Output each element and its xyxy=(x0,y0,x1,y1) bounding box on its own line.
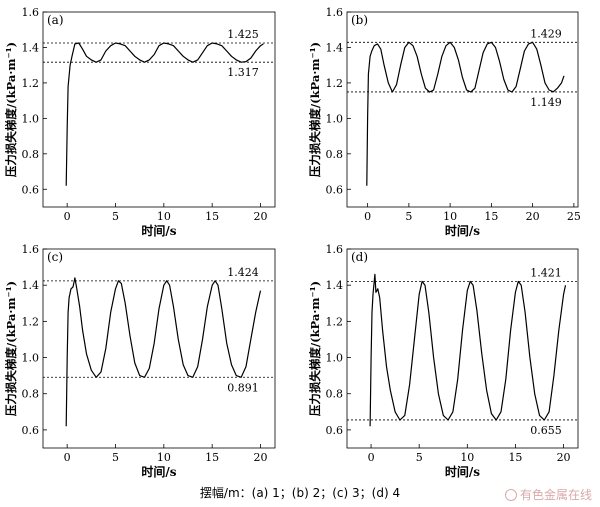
x-tick-label: 10 xyxy=(443,210,457,223)
reference-line-label: 1.425 xyxy=(227,28,259,41)
series-line xyxy=(369,273,567,427)
plot-frame xyxy=(346,11,579,208)
y-tick-label: 1.2 xyxy=(22,77,40,90)
x-axis-label: 时间/s xyxy=(141,464,176,479)
y-tick-label: 1.6 xyxy=(22,6,40,19)
y-tick-label: 1.6 xyxy=(22,243,40,256)
y-tick-label: 0.8 xyxy=(22,388,40,401)
y-tick-label: 1.0 xyxy=(326,352,344,365)
y-tick-label: 1.0 xyxy=(22,352,40,365)
plot-frame xyxy=(42,248,276,449)
reference-line-label: 1.424 xyxy=(227,266,259,279)
x-tick-label: 25 xyxy=(567,210,581,223)
reference-line-label: 0.655 xyxy=(530,424,562,437)
x-tick-label: 15 xyxy=(508,451,522,464)
x-tick-label: 0 xyxy=(364,210,371,223)
reference-line-label: 0.891 xyxy=(227,381,259,394)
watermark-logo-icon xyxy=(504,489,517,501)
y-axis-label: 压力损失梯度/(kPa·m⁻¹) xyxy=(4,281,18,416)
x-tick-label: 15 xyxy=(484,210,498,223)
x-tick-label: 20 xyxy=(254,210,268,223)
y-tick-label: 0.8 xyxy=(326,148,344,161)
y-tick-label: 0.8 xyxy=(326,388,344,401)
panel-label: (d) xyxy=(351,250,368,264)
x-tick-label: 0 xyxy=(64,451,71,464)
x-tick-label: 5 xyxy=(405,210,412,223)
x-tick-label: 0 xyxy=(368,451,375,464)
y-tick-label: 1.4 xyxy=(326,279,344,292)
chart-panel-c: 0 5 10 15 20 0.6 0.8 1.0 1.2 1.4 1.6 时间/s 压力损失梯度/(kP… xyxy=(4,243,276,479)
series-line xyxy=(65,277,262,427)
x-axis-label: 时间/s xyxy=(445,223,480,238)
y-tick-label: 0.8 xyxy=(22,148,40,161)
reference-line-label: 1.317 xyxy=(227,66,259,79)
y-axis-label: 压力损失梯度/(kPa·m⁻¹) xyxy=(4,42,18,177)
chart-panel-a: 0 5 10 15 20 0.6 0.8 1.0 1.2 1.4 1.6 时间/s 压力损失梯度/(kP… xyxy=(4,6,276,238)
x-tick-label: 5 xyxy=(416,451,423,464)
x-axis-label: 时间/s xyxy=(445,464,480,479)
plot-frame xyxy=(42,11,276,208)
x-tick-label: 0 xyxy=(64,210,71,223)
y-tick-label: 0.6 xyxy=(22,424,40,437)
panel-label: (a) xyxy=(47,13,64,27)
x-tick-label: 5 xyxy=(112,451,119,464)
x-tick-label: 20 xyxy=(526,210,540,223)
series-line xyxy=(366,41,565,186)
reference-line-label: 1.149 xyxy=(530,96,562,109)
x-tick-label: 20 xyxy=(557,451,571,464)
panel-label: (b) xyxy=(351,13,368,27)
y-tick-label: 1.2 xyxy=(326,315,344,328)
x-tick-label: 20 xyxy=(254,451,268,464)
y-tick-label: 1.0 xyxy=(22,112,40,125)
chart-panel-d: 0 5 10 15 20 0.6 0.8 1.0 1.2 1.4 1.6 时间/s 压力损失梯度/(kP… xyxy=(308,243,579,479)
y-tick-label: 1.0 xyxy=(326,112,344,125)
y-tick-label: 0.6 xyxy=(326,424,344,437)
figure-caption: 摆幅/m：(a) 1；(b) 2；(c) 3；(d) 4 xyxy=(199,486,401,500)
y-tick-label: 1.4 xyxy=(22,279,40,292)
y-tick-label: 1.2 xyxy=(326,77,344,90)
watermark-text: 有色金属在线 xyxy=(519,488,592,502)
y-tick-label: 0.6 xyxy=(326,183,344,196)
watermark: 有色金属在线 xyxy=(504,486,592,503)
y-tick-label: 1.4 xyxy=(22,41,40,54)
chart-panel-b: 0 5 10 15 20 25 0.6 0.8 1.0 1.2 1.4 1.6 时间/s 压力损失梯度/(… xyxy=(308,6,581,238)
panel-label: (c) xyxy=(47,250,63,264)
y-tick-label: 1.2 xyxy=(22,315,40,328)
plot-frame xyxy=(346,248,579,449)
y-tick-label: 1.4 xyxy=(326,41,344,54)
x-tick-label: 15 xyxy=(205,451,219,464)
x-tick-label: 5 xyxy=(112,210,119,223)
x-axis-label: 时间/s xyxy=(141,223,176,238)
x-tick-label: 10 xyxy=(157,210,171,223)
reference-line-label: 1.429 xyxy=(530,27,562,40)
x-tick-label: 15 xyxy=(205,210,219,223)
y-tick-label: 1.6 xyxy=(326,243,344,256)
reference-line-label: 1.421 xyxy=(530,266,562,279)
y-axis-label: 压力损失梯度/(kPa·m⁻¹) xyxy=(308,281,322,416)
y-tick-label: 0.6 xyxy=(22,183,40,196)
x-tick-label: 10 xyxy=(157,451,171,464)
y-axis-label: 压力损失梯度/(kPa·m⁻¹) xyxy=(308,42,322,177)
x-tick-label: 10 xyxy=(460,451,474,464)
series-line xyxy=(65,42,264,186)
y-tick-label: 1.6 xyxy=(326,6,344,19)
